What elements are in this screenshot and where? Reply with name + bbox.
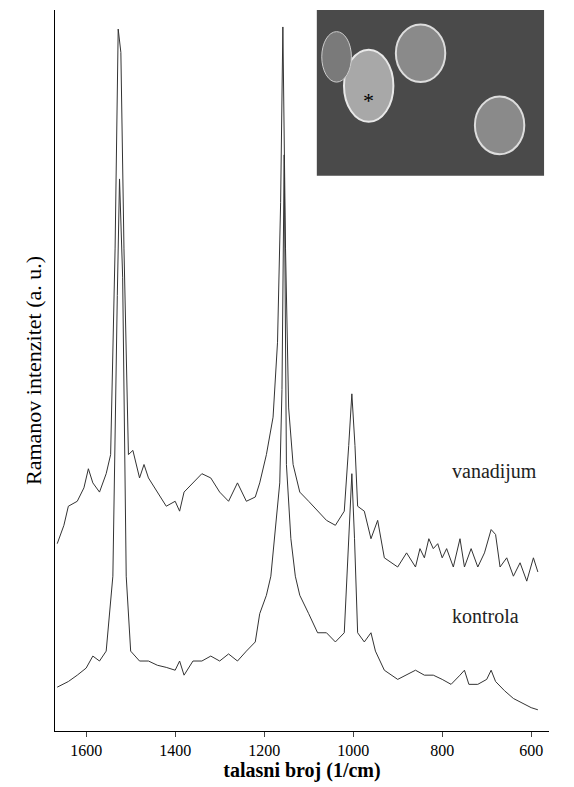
svg-text:*: * bbox=[363, 88, 374, 113]
svg-text:1600: 1600 bbox=[70, 742, 102, 759]
svg-text:800: 800 bbox=[430, 742, 454, 759]
svg-text:1400: 1400 bbox=[159, 742, 191, 759]
svg-text:vanadijum: vanadijum bbox=[452, 460, 537, 483]
svg-text:600: 600 bbox=[519, 742, 543, 759]
svg-text:Ramanov intenzitet (a. u.): Ramanov intenzitet (a. u.) bbox=[21, 256, 46, 485]
svg-text:1000: 1000 bbox=[337, 742, 369, 759]
svg-text:talasni broj (1/cm): talasni broj (1/cm) bbox=[223, 759, 380, 782]
svg-text:kontrola: kontrola bbox=[452, 605, 519, 627]
svg-text:1200: 1200 bbox=[248, 742, 280, 759]
